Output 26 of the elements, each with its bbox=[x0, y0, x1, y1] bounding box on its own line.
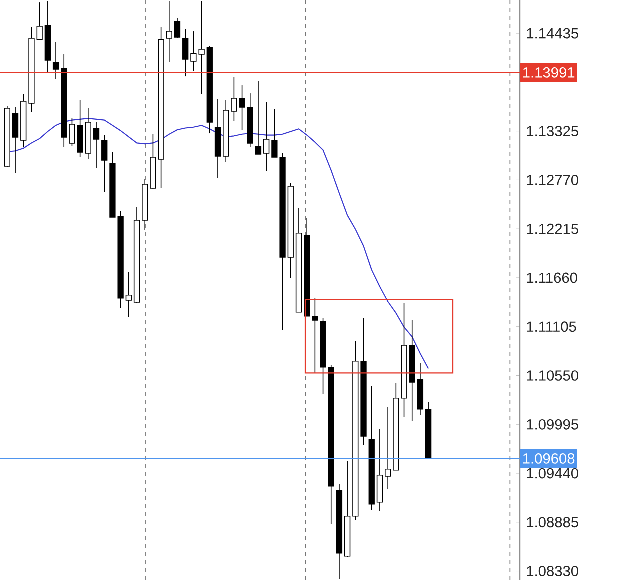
y-tick-label: 1.12770 bbox=[527, 175, 578, 186]
y-tick-label: 1.09440 bbox=[527, 468, 578, 479]
candlestick bbox=[36, 2, 43, 41]
candlestick bbox=[93, 122, 100, 169]
candlestick bbox=[102, 135, 108, 193]
y-tick-label: 1.11660 bbox=[527, 272, 578, 284]
y-tick-label: 1.12215 bbox=[527, 224, 578, 234]
y-tick-label: 1.09995 bbox=[527, 420, 578, 430]
candlestick bbox=[126, 272, 132, 318]
candlestick bbox=[182, 29, 189, 77]
candlestick bbox=[52, 42, 60, 80]
y-tick-label: 1.14435 bbox=[527, 28, 578, 39]
candlestick bbox=[312, 298, 318, 374]
ref-line-label: 1.13991 bbox=[523, 68, 575, 78]
y-tick-label: 1.10550 bbox=[527, 370, 578, 381]
candlestick bbox=[166, 1, 172, 63]
y-tick-label: 1.08885 bbox=[527, 517, 578, 528]
candlestick bbox=[264, 102, 270, 172]
candlestick bbox=[255, 81, 262, 155]
y-tick-label: 1.13325 bbox=[527, 126, 578, 137]
y-tick-label: 1.08330 bbox=[527, 566, 578, 577]
candlestick bbox=[384, 407, 392, 490]
y-tick-label: 1.11105 bbox=[527, 322, 576, 332]
candlestick bbox=[174, 18, 181, 39]
ref-line-label: 1.09608 bbox=[523, 454, 575, 464]
candlestick bbox=[12, 107, 19, 174]
